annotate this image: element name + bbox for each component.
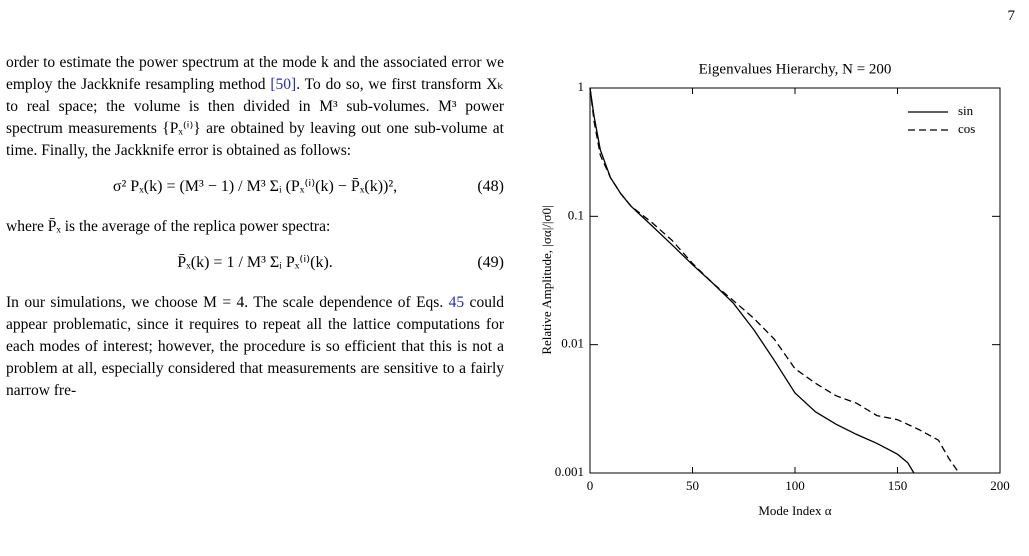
equation: P̄ₓ(k) = 1 / M³ Σᵢ Pₓ⁽ⁱ⁾(k). (49) [6,252,504,274]
text: where P̄ₓ is the average of the replica … [6,218,331,235]
text: In our simulations, we choose M = 4. The… [6,294,449,311]
text: . To do so, we first transform Xₖ to rea… [6,76,505,159]
y-tick-label: 1 [578,79,585,94]
y-axis-label: Relative Amplitude, |σα|/|σ0| [539,205,554,354]
paragraph: In our simulations, we choose M = 4. The… [6,292,504,402]
page-number: 7 [1007,8,1016,24]
text-column: order to estimate the power spectrum at … [6,52,504,412]
y-tick-label: 0.1 [568,207,584,222]
equation-number: (48) [477,178,504,195]
citation[interactable]: [50] [270,76,297,93]
text: order to estimate the power spectrum at … [6,54,504,93]
x-tick-label: 200 [990,478,1010,493]
text: could appear problematic, since it requi… [6,294,504,399]
equation-body: σ² Pₓ(k) = (M³ − 1) / M³ Σᵢ (Pₓ⁽ⁱ⁾(k) − … [112,178,398,195]
chart-title: Eigenvalues Hierarchy, N = 200 [699,61,892,77]
paragraph: where P̄ₓ is the average of the replica … [6,216,504,238]
equation: σ² Pₓ(k) = (M³ − 1) / M³ Σᵢ (Pₓ⁽ⁱ⁾(k) − … [6,176,504,198]
equation-number: (49) [477,254,504,271]
plot-frame [589,87,1001,474]
x-axis-label: Mode Index α [758,503,831,518]
x-tick-label: 0 [587,478,594,493]
y-tick-label: 0.01 [561,336,584,351]
series-line [589,87,915,474]
equation-ref[interactable]: 45 [448,294,465,311]
x-tick-label: 150 [888,478,908,493]
equation-body: P̄ₓ(k) = 1 / M³ Σᵢ Pₓ⁽ⁱ⁾(k). [177,254,333,271]
x-tick-label: 100 [785,478,805,493]
y-tick-label: 0.001 [555,464,584,479]
series-line [589,87,960,474]
x-tick-label: 50 [686,478,699,493]
legend-label: sin [958,103,974,118]
paragraph: order to estimate the power spectrum at … [6,52,504,162]
legend-label: cos [958,121,975,136]
